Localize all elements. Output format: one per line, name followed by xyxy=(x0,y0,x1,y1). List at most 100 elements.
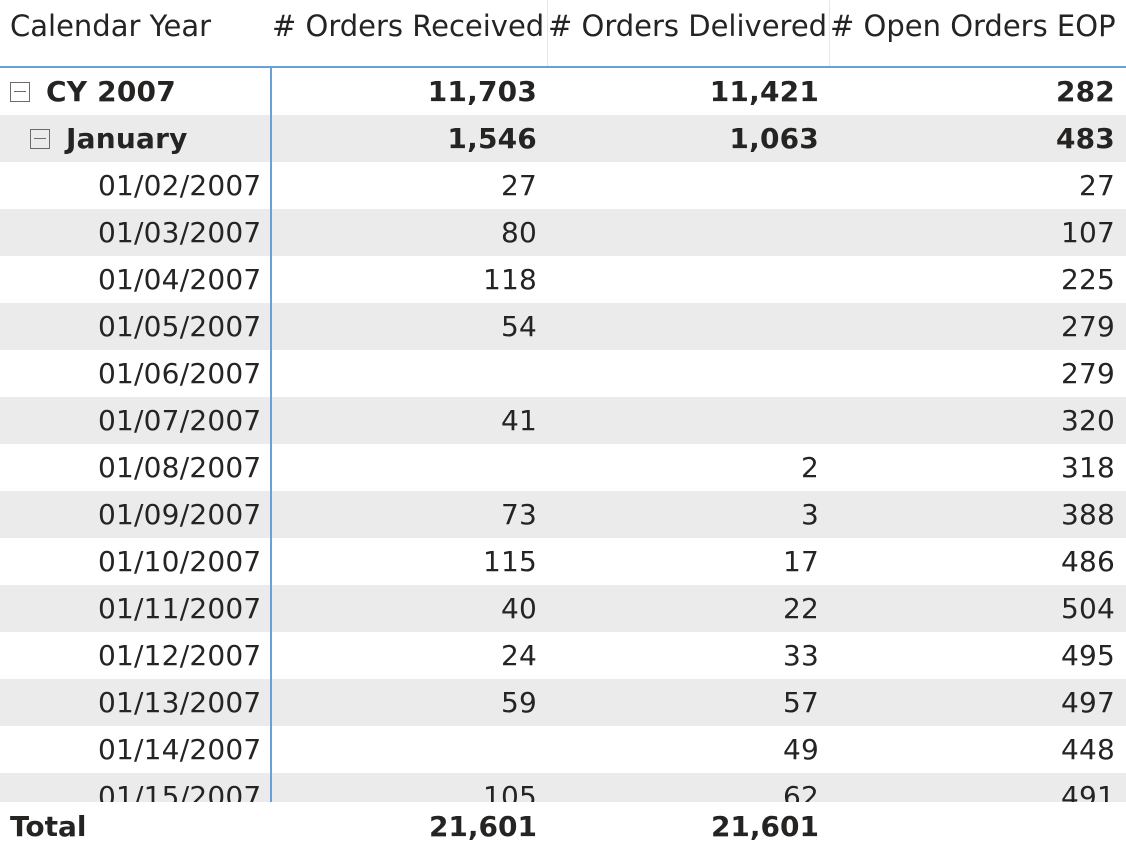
row-label[interactable]: January xyxy=(66,122,188,155)
orders-received-cell: 80 xyxy=(500,216,537,249)
open-orders-eop-cell: 107 xyxy=(1060,216,1115,249)
row-label: 01/13/2007 xyxy=(98,686,262,719)
open-orders-eop-cell: 497 xyxy=(1060,686,1115,719)
header-open-orders-eop[interactable]: # Open Orders EOP xyxy=(830,9,1116,43)
open-orders-eop-cell: 279 xyxy=(1060,357,1115,390)
header-orders-delivered[interactable]: # Orders Delivered xyxy=(548,0,830,66)
open-orders-eop-cell: 282 xyxy=(1055,75,1115,108)
table-row: 01/11/2007 40 22 504 xyxy=(0,585,1126,632)
orders-received-cell: 41 xyxy=(500,404,537,437)
row-label: 01/14/2007 xyxy=(98,733,262,766)
row-label: 01/08/2007 xyxy=(98,451,262,484)
row-label: 01/02/2007 xyxy=(98,169,262,202)
row-label: 01/04/2007 xyxy=(98,263,262,296)
row-label: 01/03/2007 xyxy=(98,216,262,249)
row-label-cell: 01/02/2007 xyxy=(0,162,272,209)
row-label: 01/05/2007 xyxy=(98,310,262,343)
row-label-cell: 01/04/2007 xyxy=(0,256,272,303)
collapse-minus-icon[interactable] xyxy=(30,128,50,149)
open-orders-eop-cell: 225 xyxy=(1060,263,1115,296)
open-orders-eop-cell: 486 xyxy=(1060,545,1115,578)
orders-received-cell: 40 xyxy=(500,592,537,625)
collapse-minus-icon[interactable] xyxy=(10,81,30,102)
row-label-cell: 01/09/2007 xyxy=(0,491,272,538)
total-open-orders-eop xyxy=(830,802,1126,849)
row-label-cell: CY 2007 xyxy=(0,68,272,115)
table-row: 01/09/2007 73 3 388 xyxy=(0,491,1126,538)
table-row: 01/06/2007 279 xyxy=(0,350,1126,397)
orders-received-cell: 115 xyxy=(482,545,537,578)
table-row: 01/10/2007 115 17 486 xyxy=(0,538,1126,585)
orders-received-cell: 118 xyxy=(482,263,537,296)
year-row: CY 2007 11,703 11,421 282 xyxy=(0,68,1126,115)
header-orders-received[interactable]: # Orders Received xyxy=(272,0,548,66)
orders-received-cell: 24 xyxy=(500,639,537,672)
row-label-cell: 01/11/2007 xyxy=(0,585,272,632)
orders-received-cell: 59 xyxy=(500,686,537,719)
row-label-cell: 01/14/2007 xyxy=(0,726,272,773)
orders-delivered-cell: 57 xyxy=(782,686,819,719)
row-label[interactable]: CY 2007 xyxy=(46,75,176,108)
row-label-cell: 01/08/2007 xyxy=(0,444,272,491)
row-label-cell: 01/05/2007 xyxy=(0,303,272,350)
orders-delivered-cell: 62 xyxy=(782,780,819,802)
orders-delivered-cell xyxy=(548,256,830,303)
orders-delivered-cell: 49 xyxy=(782,733,819,766)
orders-delivered-cell: 2 xyxy=(800,451,819,484)
table-row: 01/02/2007 27 27 xyxy=(0,162,1126,209)
orders-delivered-cell xyxy=(548,397,830,444)
orders-received-cell xyxy=(272,726,548,773)
open-orders-eop-cell: 318 xyxy=(1060,451,1115,484)
orders-delivered-cell xyxy=(548,209,830,256)
open-orders-eop-cell: 388 xyxy=(1060,498,1115,531)
row-label-cell: 01/15/2007 xyxy=(0,773,272,802)
orders-delivered-cell: 22 xyxy=(782,592,819,625)
open-orders-eop-cell: 320 xyxy=(1060,404,1115,437)
orders-delivered-cell: 1,063 xyxy=(729,122,819,155)
orders-delivered-cell: 17 xyxy=(782,545,819,578)
row-label-cell: January xyxy=(0,115,272,162)
total-label: Total xyxy=(10,810,87,843)
row-label: 01/10/2007 xyxy=(98,545,262,578)
matrix-header: Calendar Year # Orders Received # Orders… xyxy=(0,0,1126,68)
table-row: 01/03/2007 80 107 xyxy=(0,209,1126,256)
total-row: Total 21,601 21,601 xyxy=(0,802,1126,849)
open-orders-eop-cell: 491 xyxy=(1060,780,1115,802)
table-row: 01/04/2007 118 225 xyxy=(0,256,1126,303)
total-orders-delivered: 21,601 xyxy=(710,810,819,843)
row-label: 01/15/2007 xyxy=(98,780,262,802)
row-label-cell: 01/06/2007 xyxy=(0,350,272,397)
orders-delivered-cell: 3 xyxy=(800,498,819,531)
row-label: 01/09/2007 xyxy=(98,498,262,531)
total-orders-received: 21,601 xyxy=(428,810,537,843)
row-label: 01/11/2007 xyxy=(98,592,262,625)
row-label-cell: 01/10/2007 xyxy=(0,538,272,585)
open-orders-eop-cell: 279 xyxy=(1060,310,1115,343)
orders-received-cell: 54 xyxy=(500,310,537,343)
table-row: 01/07/2007 41 320 xyxy=(0,397,1126,444)
open-orders-eop-cell: 483 xyxy=(1055,122,1115,155)
row-label: 01/06/2007 xyxy=(98,357,262,390)
table-row: 01/08/2007 2 318 xyxy=(0,444,1126,491)
open-orders-eop-cell: 27 xyxy=(1078,169,1115,202)
open-orders-eop-cell: 448 xyxy=(1060,733,1115,766)
row-label: 01/12/2007 xyxy=(98,639,262,672)
row-label-cell: 01/12/2007 xyxy=(0,632,272,679)
orders-delivered-cell xyxy=(548,303,830,350)
orders-delivered-cell: 11,421 xyxy=(709,75,819,108)
orders-received-cell: 105 xyxy=(482,780,537,802)
table-row: 01/14/2007 49 448 xyxy=(0,726,1126,773)
row-label-cell: 01/03/2007 xyxy=(0,209,272,256)
orders-delivered-cell xyxy=(548,350,830,397)
orders-received-cell: 73 xyxy=(500,498,537,531)
open-orders-eop-cell: 495 xyxy=(1060,639,1115,672)
row-label: 01/07/2007 xyxy=(98,404,262,437)
orders-received-cell xyxy=(272,444,548,491)
row-label-cell: 01/07/2007 xyxy=(0,397,272,444)
row-header-divider xyxy=(270,68,272,849)
table-row: 01/13/2007 59 57 497 xyxy=(0,679,1126,726)
orders-received-cell xyxy=(272,350,548,397)
header-calendar-year[interactable]: Calendar Year xyxy=(10,9,212,43)
orders-delivered-cell xyxy=(548,162,830,209)
